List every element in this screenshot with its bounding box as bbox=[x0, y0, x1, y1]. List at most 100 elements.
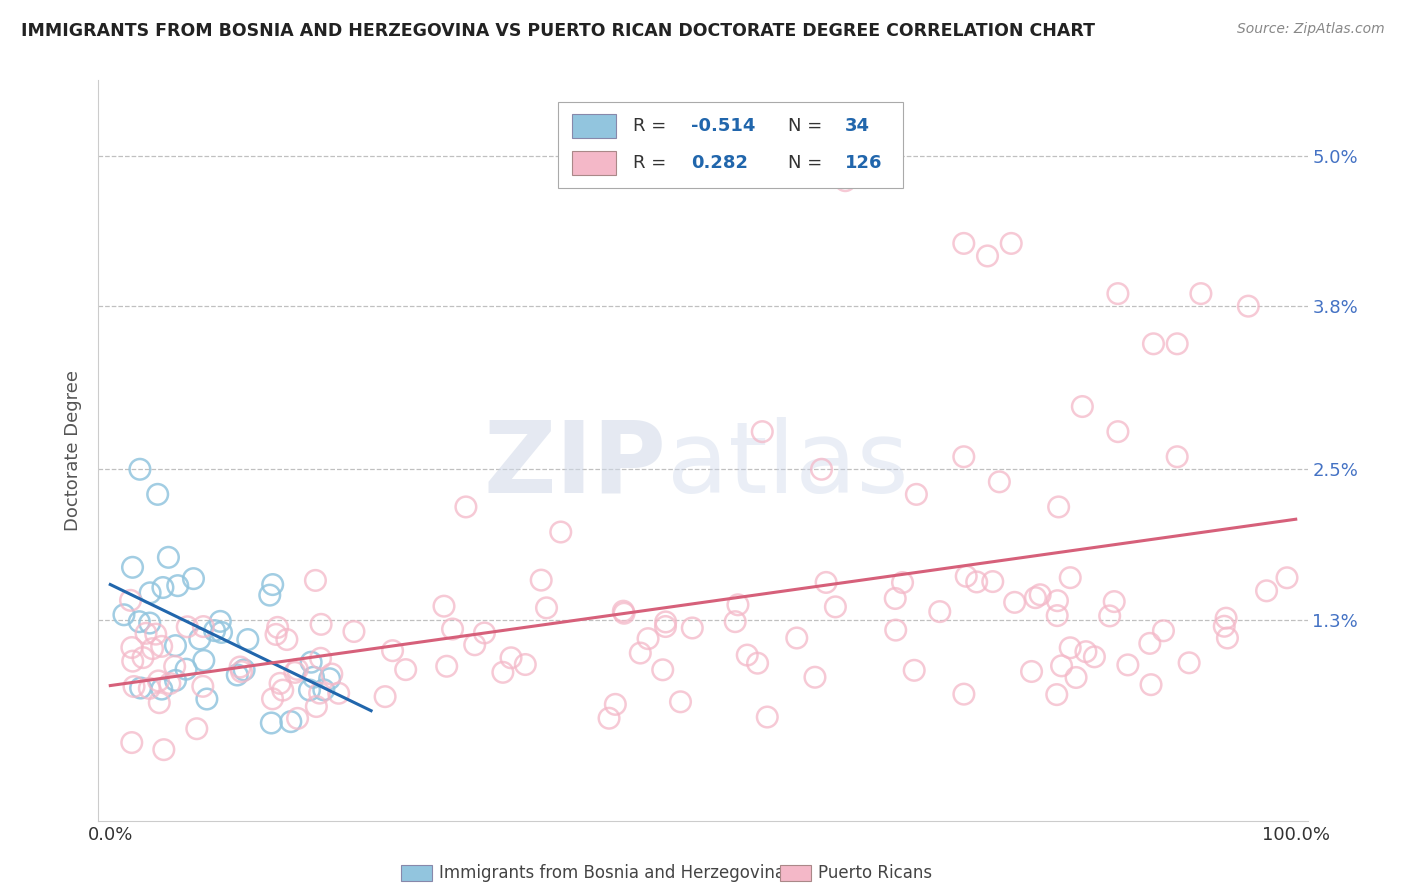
Text: atlas: atlas bbox=[666, 417, 908, 514]
Point bbox=[952, 450, 974, 464]
Point bbox=[284, 665, 307, 680]
Point bbox=[654, 619, 676, 633]
Point bbox=[302, 670, 325, 684]
Point bbox=[613, 606, 636, 620]
Point bbox=[810, 462, 832, 476]
Point bbox=[976, 249, 998, 263]
Point bbox=[343, 624, 366, 639]
Point bbox=[312, 682, 335, 697]
Point bbox=[195, 692, 218, 706]
Point bbox=[804, 670, 827, 684]
Point bbox=[1064, 671, 1087, 685]
Point bbox=[884, 591, 907, 606]
Point bbox=[499, 650, 522, 665]
Point bbox=[1059, 640, 1081, 655]
Point bbox=[146, 487, 169, 501]
Point bbox=[628, 646, 651, 660]
Point bbox=[530, 573, 553, 587]
Point bbox=[138, 681, 160, 696]
Point bbox=[1046, 608, 1069, 623]
Point bbox=[381, 643, 404, 657]
Point bbox=[211, 625, 233, 640]
Text: N =: N = bbox=[787, 154, 828, 172]
Point bbox=[727, 598, 749, 612]
Point bbox=[321, 667, 343, 681]
Point bbox=[1098, 608, 1121, 623]
Point bbox=[129, 462, 152, 476]
Point bbox=[1083, 649, 1105, 664]
Point bbox=[654, 615, 676, 629]
Point bbox=[955, 569, 977, 583]
Point bbox=[165, 639, 187, 653]
Point bbox=[1029, 588, 1052, 602]
Point bbox=[1140, 678, 1163, 692]
Point bbox=[515, 657, 537, 672]
Point bbox=[1275, 571, 1298, 585]
Point bbox=[165, 673, 187, 688]
Point bbox=[204, 624, 226, 638]
Point bbox=[157, 550, 180, 565]
Point bbox=[193, 619, 215, 633]
Point bbox=[209, 615, 232, 629]
Point bbox=[891, 575, 914, 590]
Point bbox=[188, 632, 211, 646]
Point bbox=[464, 638, 486, 652]
Text: 126: 126 bbox=[845, 154, 882, 172]
Point bbox=[953, 687, 976, 701]
Point bbox=[454, 500, 477, 514]
Text: -0.514: -0.514 bbox=[690, 117, 755, 136]
Point bbox=[1047, 500, 1070, 514]
Point bbox=[153, 742, 176, 756]
FancyBboxPatch shape bbox=[558, 103, 903, 187]
Point bbox=[1107, 425, 1129, 439]
Point bbox=[304, 574, 326, 588]
Point bbox=[145, 627, 167, 641]
Point bbox=[150, 640, 173, 654]
Point bbox=[276, 632, 298, 647]
Point bbox=[735, 648, 758, 662]
Point bbox=[1024, 591, 1046, 605]
Point bbox=[135, 626, 157, 640]
Point bbox=[139, 615, 162, 630]
Point bbox=[824, 599, 846, 614]
Point bbox=[669, 695, 692, 709]
Point bbox=[163, 659, 186, 673]
Y-axis label: Doctorate Degree: Doctorate Degree bbox=[65, 370, 83, 531]
Point bbox=[815, 575, 838, 590]
Point bbox=[492, 665, 515, 680]
Point bbox=[266, 620, 288, 634]
Point bbox=[308, 686, 330, 700]
Point bbox=[122, 680, 145, 694]
Point bbox=[174, 662, 197, 676]
Point bbox=[905, 487, 928, 501]
Text: Source: ZipAtlas.com: Source: ZipAtlas.com bbox=[1237, 22, 1385, 37]
Point bbox=[952, 236, 974, 251]
Point bbox=[598, 711, 620, 725]
Point bbox=[474, 626, 496, 640]
Point bbox=[988, 475, 1011, 489]
Point bbox=[1166, 336, 1188, 351]
Text: IMMIGRANTS FROM BOSNIA AND HERZEGOVINA VS PUERTO RICAN DOCTORATE DEGREE CORRELAT: IMMIGRANTS FROM BOSNIA AND HERZEGOVINA V… bbox=[21, 22, 1095, 40]
Point bbox=[318, 672, 340, 686]
Point bbox=[1102, 594, 1125, 608]
Point bbox=[928, 605, 950, 619]
Point bbox=[605, 698, 627, 712]
Point bbox=[121, 640, 143, 655]
Point bbox=[132, 650, 155, 665]
Point bbox=[1256, 583, 1278, 598]
Text: 0.282: 0.282 bbox=[690, 154, 748, 172]
Point bbox=[1142, 336, 1164, 351]
Point bbox=[186, 722, 208, 736]
Point bbox=[1139, 636, 1161, 650]
Point bbox=[191, 679, 214, 693]
Point bbox=[128, 615, 150, 629]
Point bbox=[271, 683, 294, 698]
Point bbox=[1000, 236, 1022, 251]
Point bbox=[183, 572, 205, 586]
Point bbox=[1178, 656, 1201, 670]
Point bbox=[1071, 400, 1094, 414]
Point bbox=[1046, 593, 1069, 607]
Point bbox=[1107, 286, 1129, 301]
Point bbox=[1216, 631, 1239, 645]
Point bbox=[756, 710, 779, 724]
